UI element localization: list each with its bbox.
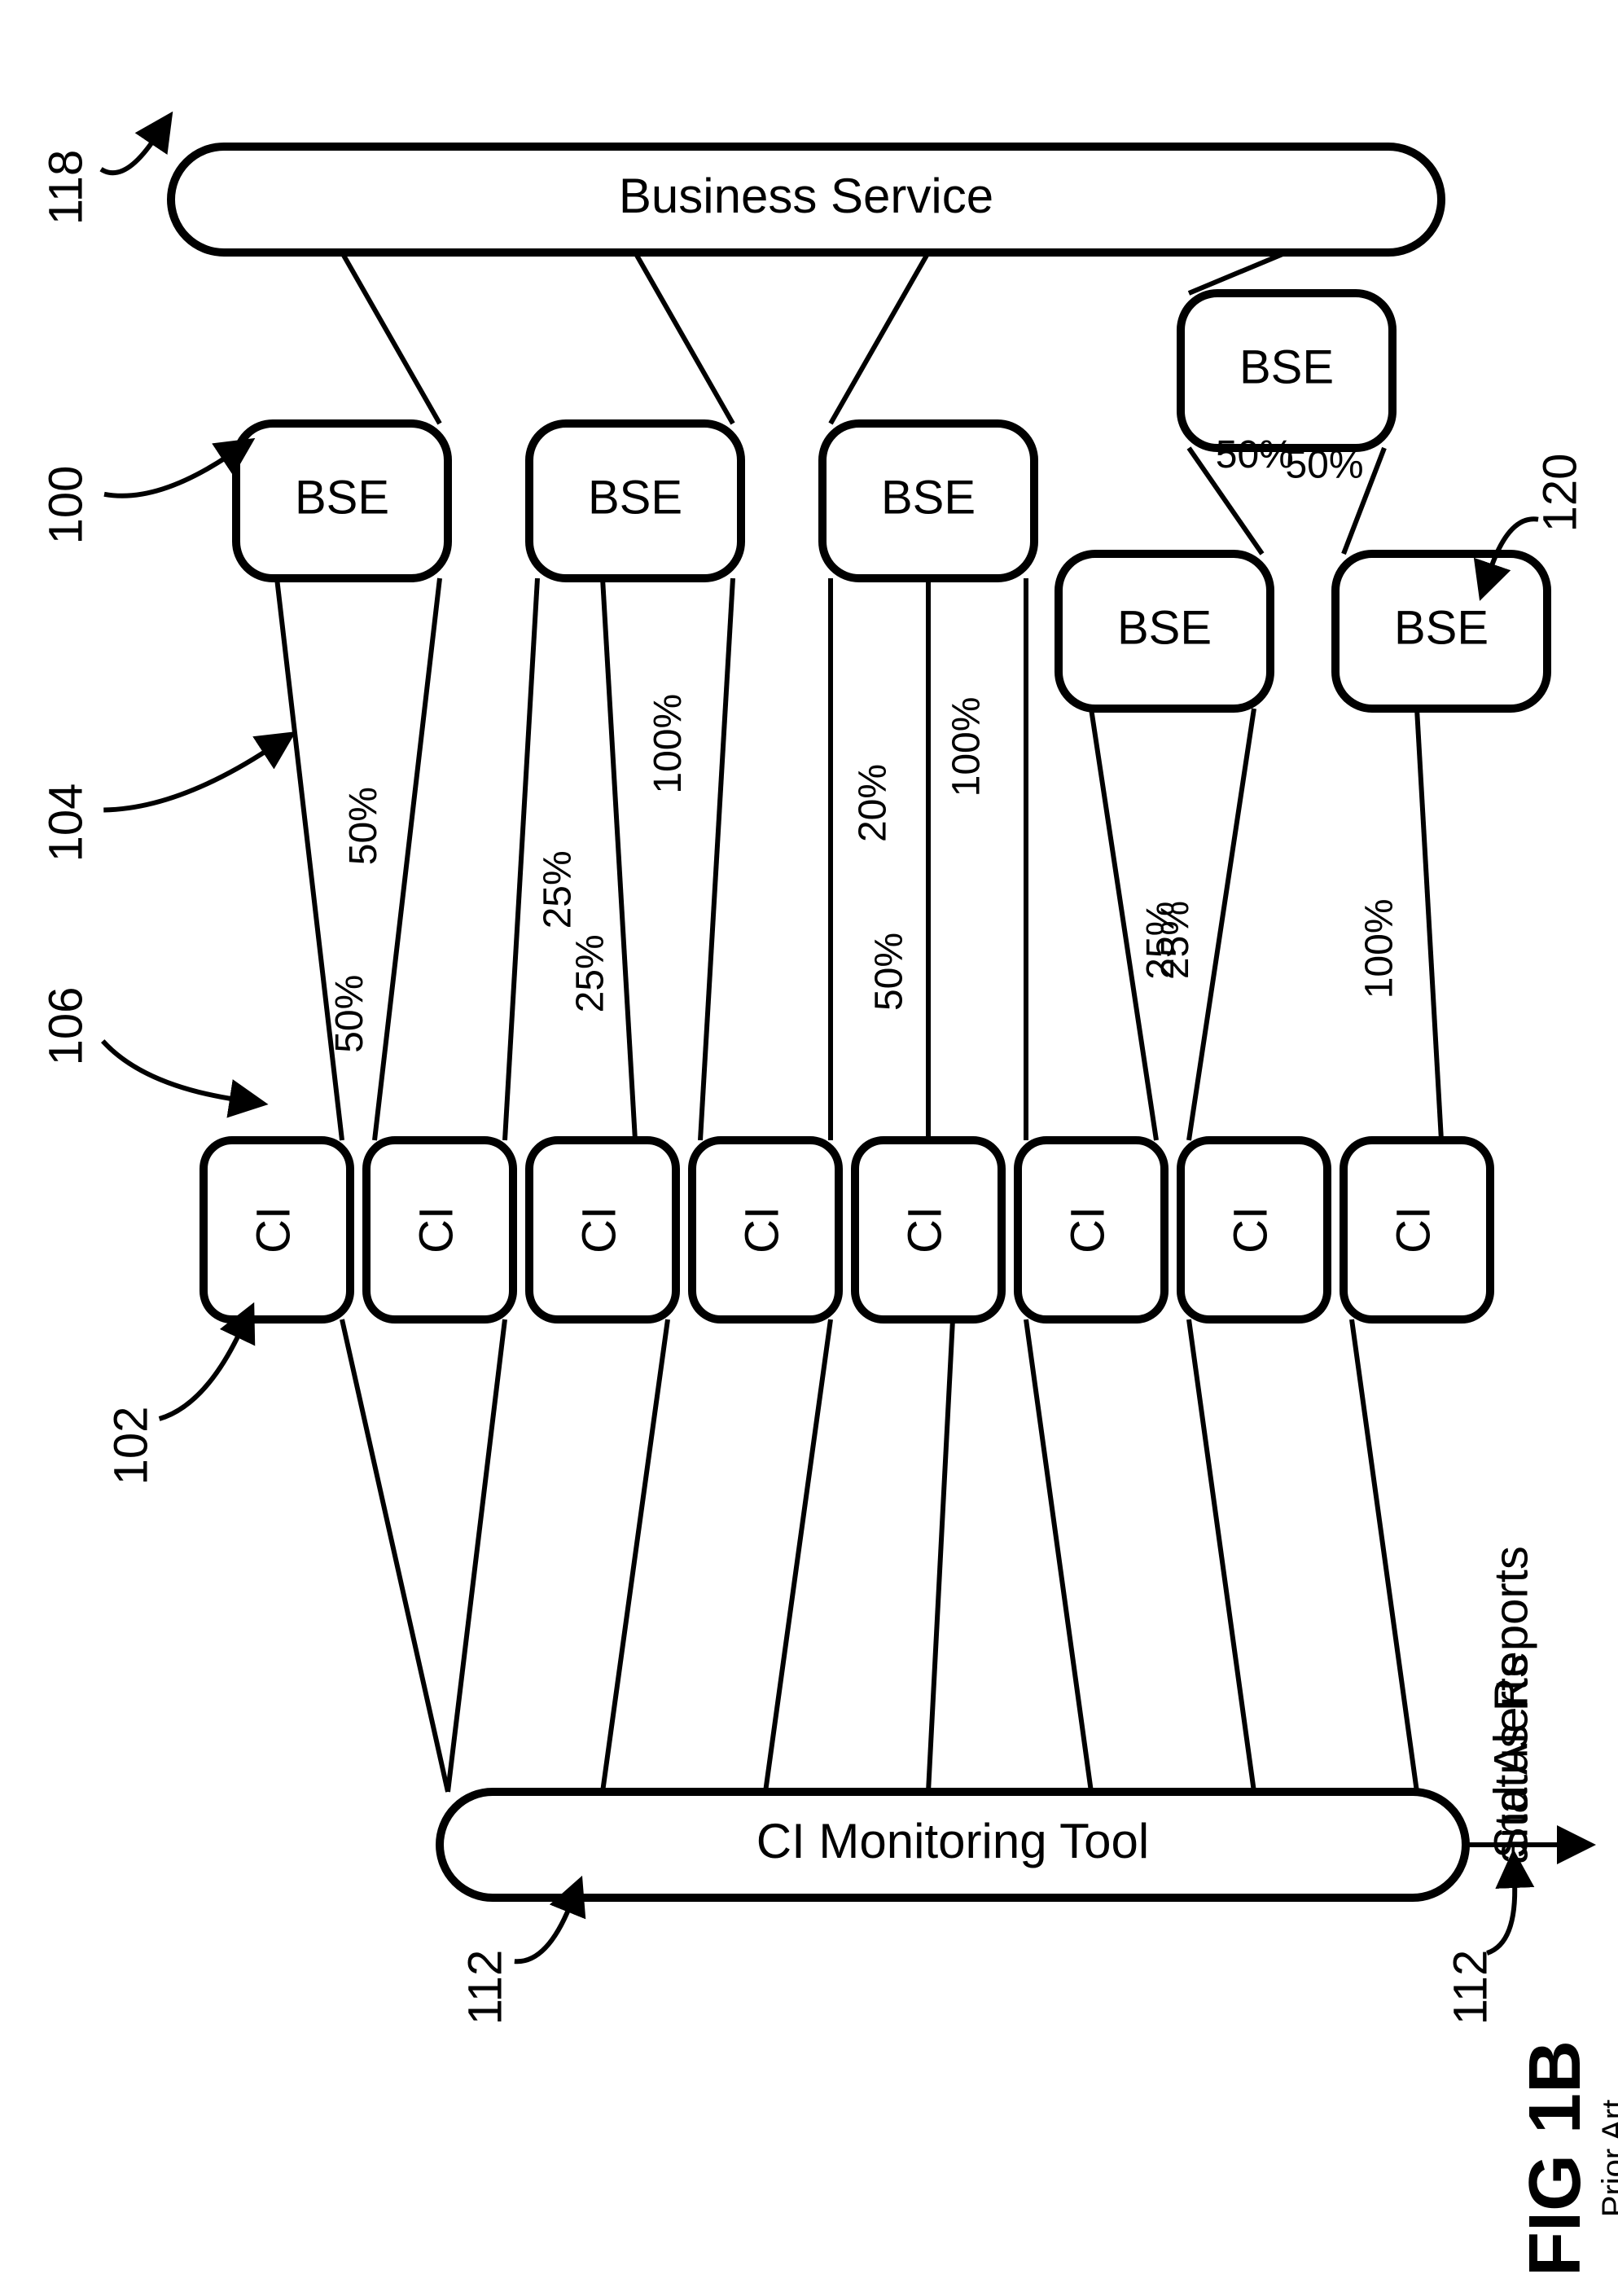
callout-leader-104-2 xyxy=(103,749,269,810)
edge-label-bse4-bse5: 50% xyxy=(1216,433,1294,476)
edge-bse2-ci3 xyxy=(603,578,635,1140)
callout-112-7: 112 xyxy=(1444,1950,1497,2025)
callout-leader-100-1 xyxy=(104,456,228,496)
node-label-ci8: CI xyxy=(1387,1206,1440,1253)
edge-bse2-ci4 xyxy=(700,578,733,1140)
callout-100-1: 100 xyxy=(39,466,92,545)
node-label-bse2: BSE xyxy=(588,471,682,524)
node-label-ci5: CI xyxy=(898,1206,951,1253)
callout-120-5: 120 xyxy=(1533,454,1586,533)
edge-business_service-bse2 xyxy=(635,252,733,424)
callout-leader-106-3 xyxy=(103,1041,236,1100)
callout-106-3: 106 xyxy=(39,987,92,1066)
edge-label-bse3-ci4: 20% xyxy=(852,764,895,842)
edge-label-bse1-ci2: 50% xyxy=(342,787,385,865)
edge-label-bse2-ci2: 25% xyxy=(537,850,580,928)
callout-leader-102-4 xyxy=(160,1332,240,1419)
edge-ci4-monitor xyxy=(765,1319,831,1792)
figure-label: FIG 1B xyxy=(1515,2040,1596,2276)
edge-label-bse2-ci3: 25% xyxy=(569,934,612,1012)
edge-ci2-monitor xyxy=(448,1319,505,1792)
edge-label-bse4-bse6: 50% xyxy=(1285,444,1363,487)
edge-bse1-ci1 xyxy=(277,578,342,1140)
edge-business_service-bse3 xyxy=(831,252,928,424)
callout-112-6: 112 xyxy=(458,1950,511,2025)
node-label-ci1: CI xyxy=(247,1206,300,1253)
edge-ci5-monitor xyxy=(928,1319,953,1792)
callout-leader-112-7 xyxy=(1487,1881,1515,1953)
node-label-ci3: CI xyxy=(572,1206,625,1253)
node-label-ci2: CI xyxy=(410,1206,463,1253)
edge-bse5-ci7 xyxy=(1189,709,1254,1140)
node-label-ci7: CI xyxy=(1224,1206,1277,1253)
figure-sublabel: Prior Art xyxy=(1596,2100,1618,2217)
edge-ci1-monitor xyxy=(342,1319,448,1792)
node-label-bse1: BSE xyxy=(295,471,389,524)
node-label-bse4: BSE xyxy=(1239,340,1334,393)
node-label-bse3: BSE xyxy=(881,471,976,524)
callout-leader-118-0 xyxy=(101,138,155,173)
callout-118-0: 118 xyxy=(39,150,92,225)
callout-104-2: 104 xyxy=(39,784,92,863)
edge-ci3-monitor xyxy=(603,1319,668,1792)
edge-ci8-monitor xyxy=(1352,1319,1417,1792)
diagram-svg: Business Service BSE BSE BSE BSE BSE BSE CI CI CI… xyxy=(0,0,1618,2296)
edge-bse2-ci2 xyxy=(505,578,537,1140)
edge-ci6-monitor xyxy=(1026,1319,1091,1792)
callout-102-4: 102 xyxy=(104,1407,157,1486)
node-label-ci6: CI xyxy=(1061,1206,1114,1253)
edge-bse6-ci8 xyxy=(1417,709,1441,1140)
edge-label-bse3-ci5: 50% xyxy=(868,933,911,1011)
edge-label-bse2-ci4: 100% xyxy=(647,694,690,794)
node-label-ci4: CI xyxy=(735,1206,788,1253)
edge-business_service-bse1 xyxy=(342,252,440,424)
edge-ci7-monitor xyxy=(1189,1319,1254,1792)
callout-leader-112-6 xyxy=(515,1906,570,1961)
node-label-business_service: Business Service xyxy=(619,169,993,223)
node-label-bse5: BSE xyxy=(1117,601,1212,654)
edge-business_service-bse4 xyxy=(1189,252,1287,293)
node-label-monitor: CI Monitoring Tool xyxy=(756,1814,1149,1868)
edge-label-bse3-ci6: 100% xyxy=(945,697,989,797)
edge-label-bse5-ci7: 25% xyxy=(1154,901,1197,979)
node-label-bse6: BSE xyxy=(1394,601,1489,654)
edge-label-bse1-ci1: 50% xyxy=(328,975,371,1053)
output-label-1: and Alerts xyxy=(1484,1654,1537,1864)
edge-label-bse6-ci8: 100% xyxy=(1357,899,1401,999)
